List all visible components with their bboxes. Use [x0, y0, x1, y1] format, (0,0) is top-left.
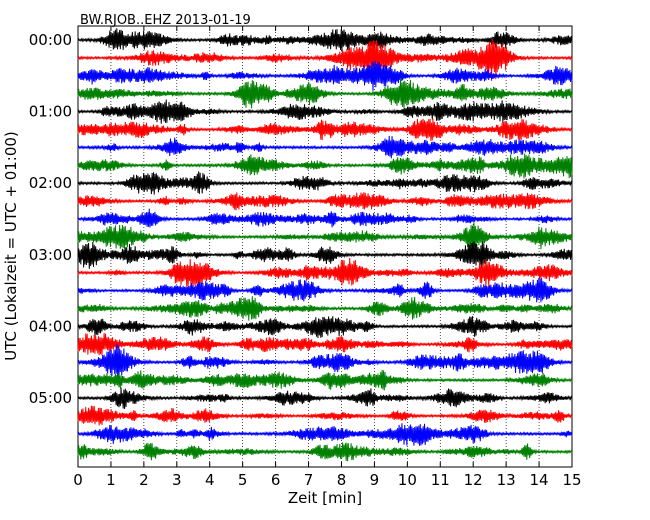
x-tick-label: 5	[238, 471, 248, 489]
seismogram-trace	[77, 369, 573, 391]
seismogram-trace	[77, 277, 573, 303]
chart-title: BW.RJOB..EHZ 2013-01-19	[80, 13, 251, 28]
y-tick-label: 04:00	[29, 317, 72, 335]
x-axis-ticks: 0 1 2 3 4 5 6 7 8 9 10 11 12 13 14 15	[73, 26, 582, 489]
seismogram-trace	[77, 221, 573, 251]
y-tick-label: 05:00	[29, 389, 72, 407]
y-tick-label: 02:00	[29, 174, 72, 192]
seismogram-trace	[77, 118, 573, 141]
seismogram-trace	[77, 257, 573, 288]
x-axis-label: Zeit [min]	[288, 489, 362, 507]
seismogram-trace	[77, 38, 573, 81]
seismogram-trace	[77, 99, 573, 124]
seismogram-trace	[77, 343, 573, 381]
x-tick-label: 15	[562, 471, 581, 489]
seismogram-trace	[77, 387, 573, 409]
x-tick-label: 14	[530, 471, 549, 489]
x-tick-label: 0	[73, 471, 83, 489]
x-tick-label: 12	[464, 471, 483, 489]
x-tick-label: 8	[337, 471, 347, 489]
plot-frame	[77, 25, 573, 468]
seismogram-trace	[77, 442, 573, 462]
x-tick-label: 3	[172, 471, 182, 489]
seismogram-trace	[77, 208, 573, 228]
x-tick-label: 2	[139, 471, 149, 489]
seismogram-trace	[77, 192, 573, 211]
y-tick-label: 03:00	[29, 246, 72, 264]
x-tick-label: 11	[431, 471, 450, 489]
seismogram-traces	[77, 28, 573, 462]
seismogram-trace	[77, 316, 573, 338]
y-tick-label: 00:00	[29, 31, 72, 49]
seismogram-trace	[77, 60, 573, 91]
y-axis-ticks: 00:00 01:00 02:00 03:00 04:00 05:00	[29, 31, 572, 407]
seismogram-trace	[77, 423, 573, 446]
x-tick-label: 13	[497, 471, 516, 489]
seismogram-trace	[77, 296, 573, 321]
seismogram-trace	[77, 77, 573, 109]
seismogram-trace	[77, 153, 573, 179]
x-tick-label: 1	[106, 471, 116, 489]
x-tick-label: 6	[271, 471, 281, 489]
seismogram-trace	[77, 135, 573, 159]
seismogram-trace	[77, 241, 573, 269]
x-tick-label: 9	[370, 471, 380, 489]
seismogram-trace	[77, 405, 573, 426]
x-tick-label: 4	[205, 471, 215, 489]
seismogram-trace	[77, 332, 573, 356]
x-tick-label: 10	[398, 471, 417, 489]
x-tick-label: 7	[304, 471, 314, 489]
y-tick-label: 01:00	[29, 103, 72, 121]
seismogram-trace	[77, 171, 573, 195]
y-axis-label: UTC (Lokalzeit = UTC + 01:00)	[2, 131, 20, 361]
seismogram-trace	[77, 28, 573, 52]
